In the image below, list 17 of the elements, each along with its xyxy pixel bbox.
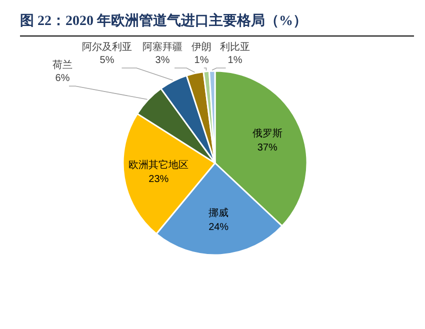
data-label: 6% <box>55 73 70 84</box>
slice-label: 利比亚 <box>220 41 250 53</box>
data-label: 23% <box>148 174 169 185</box>
data-label: 24% <box>208 222 229 233</box>
chart-title: 图 22：2020 年欧洲管道气进口主要格局（%） <box>20 12 307 29</box>
slice-label: 俄罗斯 <box>252 127 282 140</box>
data-label: 3% <box>155 55 170 66</box>
slice-label: 阿尔及利亚 <box>82 41 132 53</box>
data-label: 5% <box>100 55 114 66</box>
data-label: 37% <box>257 142 278 154</box>
data-label: 1% <box>228 55 242 66</box>
data-label: 1% <box>194 55 209 66</box>
slice-label: 阿塞拜疆 <box>142 41 182 53</box>
slice-label: 欧洲其它地区 <box>128 158 189 171</box>
slice-label: 挪威 <box>208 206 229 219</box>
slice-label: 伊朗 <box>192 41 212 53</box>
slice-label: 荷兰 <box>52 59 72 72</box>
